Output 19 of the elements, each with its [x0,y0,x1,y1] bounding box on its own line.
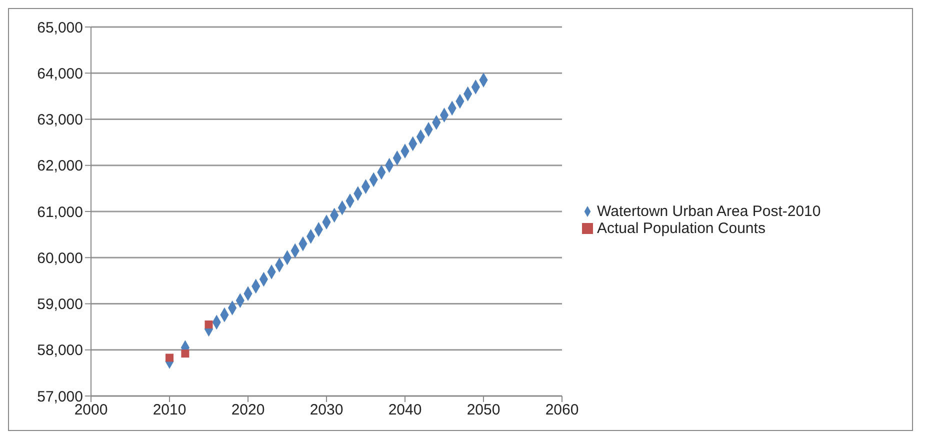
x-tick-label: 2040 [388,402,422,419]
point [181,350,190,358]
x-tick-label: 2010 [152,402,186,419]
x-tick-label: 2020 [231,402,265,419]
y-tick-label: 62,000 [37,158,83,175]
y-tick-label: 60,000 [37,250,83,267]
legend-label: Watertown Urban Area Post-2010 [597,202,821,220]
x-tick-label: 2050 [466,402,500,419]
point [204,320,213,329]
legend-label: Actual Population Counts [597,220,766,236]
x-tick-label: 2030 [310,402,344,419]
y-tick-label: 65,000 [37,19,83,36]
y-tick-label: 64,000 [37,65,83,82]
y-tick-label: 61,000 [37,204,83,221]
y-tick-label: 59,000 [37,296,83,314]
y-tick-label: 63,000 [37,112,83,129]
x-tick-label: 2060 [545,402,579,419]
point [166,354,174,362]
y-tick-label: 58,000 [37,342,83,360]
